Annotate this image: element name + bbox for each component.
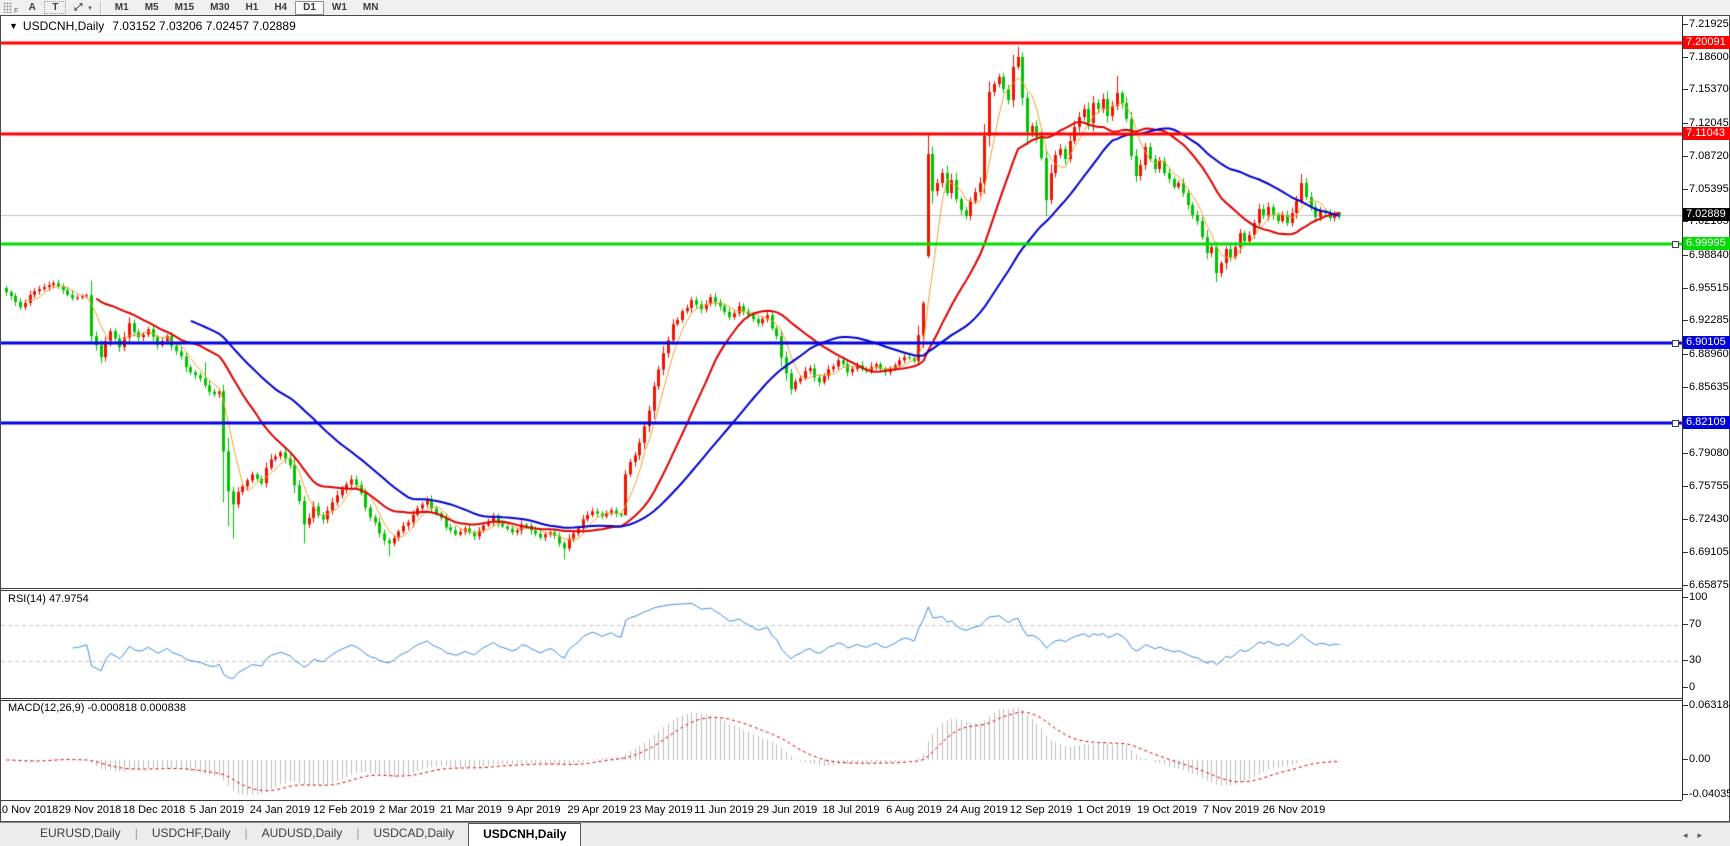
hline-price-badge[interactable]: 7.11043 (1683, 126, 1730, 140)
date-axis-label: 19 Oct 2019 (1137, 804, 1197, 816)
date-axis-label: 26 Nov 2019 (1262, 804, 1326, 816)
macd-indicator-pane[interactable] (1, 700, 1682, 800)
price-axis-tick: 7.18600 (1683, 50, 1729, 63)
date-axis-label: 12 Sep 2019 (1009, 804, 1073, 816)
chart-title: ▼ USDCNH,Daily 7.03152 7.03206 7.02457 7.0… (9, 19, 296, 33)
date-axis-label: 18 Jul 2019 (822, 804, 880, 816)
main-price-chart[interactable] (1, 16, 1682, 588)
dropdown-arrow-icon[interactable]: ▾ (88, 4, 92, 12)
price-axis-tick: 6.88960 (1683, 347, 1729, 360)
timeframe-button-mn[interactable]: MN (362, 2, 379, 13)
price-axis-tick: 7.15370 (1683, 83, 1729, 96)
macd-label: MACD(12,26,9) -0.000818 0.000838 (8, 702, 186, 714)
date-axis-label: 6 Aug 2019 (886, 804, 942, 816)
date-axis-label: 18 Dec 2018 (122, 804, 186, 816)
date-axis-label: 1 Oct 2019 (1077, 804, 1131, 816)
pane-separator[interactable] (1, 588, 1682, 589)
tab-separator: | (244, 826, 248, 840)
scroll-left-icon[interactable]: ◂ (1682, 830, 1698, 840)
hline-drag-handle[interactable] (1672, 241, 1679, 249)
timeframe-button-m5[interactable]: M5 (144, 2, 159, 13)
timeframe-button-w1[interactable]: W1 (331, 2, 347, 13)
hline-drag-handle[interactable] (1672, 340, 1679, 348)
tab-scroll-arrows[interactable]: ◂▸ (1683, 830, 1712, 841)
date-axis-label: 29 Jun 2019 (756, 804, 818, 816)
hline-price-badge[interactable]: 7.20091 (1683, 36, 1730, 49)
toolbar-drag-grip[interactable] (3, 2, 12, 13)
rsi-axis-tick: 0 (1682, 681, 1696, 693)
scroll-right-icon[interactable]: ▸ (1697, 830, 1712, 840)
tab-separator: | (356, 826, 360, 840)
tab-usdcnh-active[interactable]: USDCNH,Daily (468, 823, 582, 846)
date-axis-label: 10 Nov 2018 (0, 804, 59, 816)
tab-eurusd[interactable]: EURUSD,Daily (40, 826, 121, 840)
hline-price-badge[interactable]: 6.82109 (1683, 416, 1730, 430)
pane-separator (1, 590, 1682, 591)
date-axis-label: 29 Apr 2019 (567, 804, 627, 816)
timeframe-button-h4[interactable]: H4 (274, 2, 288, 13)
text-tool-button[interactable]: T (44, 1, 67, 14)
toolbar: F A T ⤢ ▾ M1 M5 M15 M30 H1 H4 D1 W1 MN (0, 0, 1730, 16)
date-axis-label: 12 Feb 2019 (313, 804, 375, 816)
tab-usdcad[interactable]: USDCAD,Daily (373, 826, 455, 840)
date-axis-label: 7 Nov 2019 (1202, 804, 1260, 816)
price-axis-line (1682, 16, 1683, 800)
price-axis-tick: 6.69105 (1683, 546, 1729, 559)
timeframe-button-m15[interactable]: M15 (174, 2, 195, 13)
price-axis-tick: 6.92285 (1683, 314, 1729, 327)
tab-audusd[interactable]: AUDUSD,Daily (261, 826, 343, 840)
timeframe-button-h1[interactable]: H1 (245, 2, 259, 13)
date-axis-label: 29 Nov 2018 (58, 804, 122, 816)
ohlc-values: 7.03152 7.03206 7.02457 7.02889 (112, 19, 296, 33)
rsi-axis-tick: 70 (1682, 618, 1702, 630)
chart-menu-caret-icon[interactable]: ▼ (9, 21, 18, 31)
price-axis-tick: 7.21925 (1683, 17, 1729, 30)
timeframe-button-m1[interactable]: M1 (114, 2, 129, 13)
date-axis-label: 24 Aug 2019 (946, 804, 1008, 816)
symbol-tabbar: EURUSD,Daily | USDCHF,Daily | AUDUSD,Dai… (0, 822, 1730, 846)
pane-separator[interactable] (1, 698, 1682, 699)
rsi-axis-tick: 30 (1682, 654, 1702, 666)
date-axis-label: 5 Jan 2019 (189, 804, 245, 816)
price-axis-tick: 6.75755 (1683, 479, 1729, 492)
price-axis-tick: 7.12045 (1683, 116, 1729, 129)
date-axis-label: 24 Jan 2019 (249, 804, 311, 816)
price-axis-tick: 7.08720 (1683, 149, 1729, 162)
price-axis-tick: 6.72430 (1683, 513, 1729, 526)
price-axis-tick: 6.95515 (1683, 282, 1729, 294)
price-axis-tick: 6.65875 (1683, 578, 1729, 591)
date-axis-label: 2 Mar 2019 (379, 804, 435, 816)
date-axis-label: 23 May 2019 (629, 804, 693, 816)
date-axis-label: 21 Mar 2019 (440, 804, 502, 816)
rsi-axis-tick: 100 (1682, 591, 1708, 603)
date-axis-label: 11 Jun 2019 (694, 804, 754, 816)
price-axis-tick: 6.85635 (1683, 380, 1729, 393)
price-axis-tick: 6.98840 (1683, 248, 1729, 261)
timeframe-button-d1[interactable]: D1 (295, 0, 324, 15)
symbol-timeframe-label: USDCNH,Daily (22, 19, 105, 33)
text-label-tool-button[interactable]: A (28, 2, 36, 13)
timeframe-button-m30[interactable]: M30 (210, 2, 230, 13)
toolbar-grip-label: F (14, 8, 19, 15)
current-price-badge: 7.02889 (1683, 208, 1730, 222)
rsi-indicator-pane[interactable] (1, 590, 1682, 698)
macd-axis-tick: -0.040355 (1683, 788, 1730, 800)
hline-price-badge[interactable]: 6.99995 (1683, 237, 1730, 251)
date-axis-label: 9 Apr 2019 (507, 804, 561, 816)
macd-axis-tick: 0.00 (1682, 753, 1711, 765)
pane-separator (1, 800, 1682, 801)
macd-axis-tick: 0.063184 (1683, 699, 1730, 711)
tabbar-spacer (0, 823, 26, 846)
tab-separator: | (134, 826, 138, 840)
price-axis-tick: 6.79080 (1683, 446, 1729, 459)
hline-drag-handle[interactable] (1672, 420, 1679, 428)
tab-usdchf[interactable]: USDCHF,Daily (151, 826, 231, 840)
hline-price-badge[interactable]: 6.90105 (1683, 336, 1730, 350)
pane-separator (1, 700, 1682, 701)
indicators-icon[interactable]: ⤢ (74, 2, 83, 13)
toolbar-separator (99, 1, 102, 14)
price-axis-tick: 7.05395 (1683, 183, 1729, 196)
rsi-label: RSI(14) 47.9754 (8, 593, 89, 605)
